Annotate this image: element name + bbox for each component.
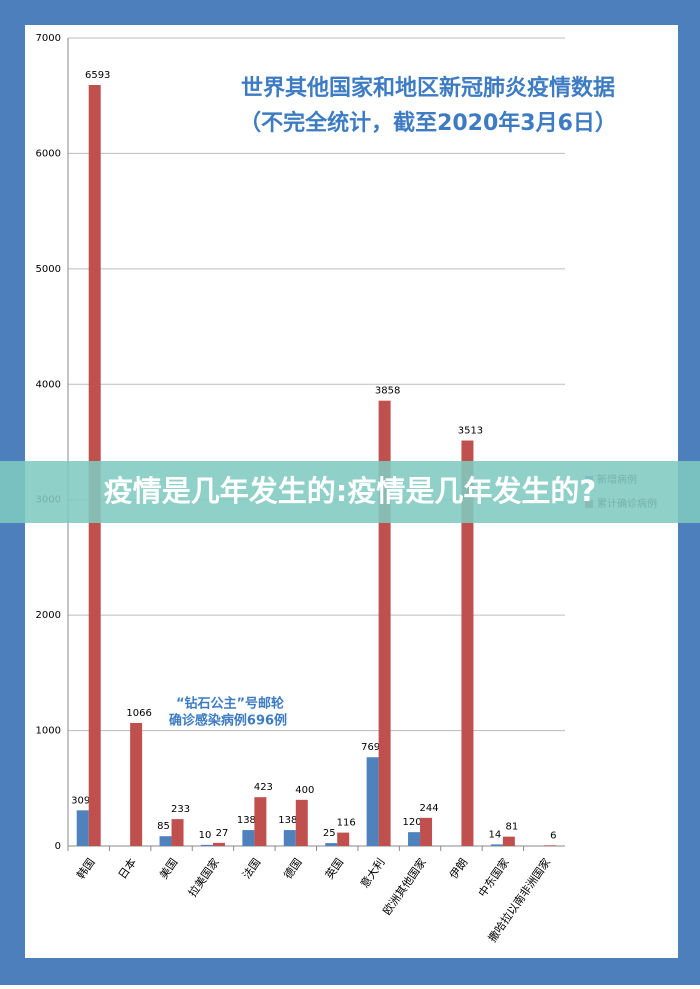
value-label: 233 [171, 804, 190, 815]
value-label: 116 [337, 818, 356, 829]
chart-subtitle: （不完全统计，截至2020年3月6日） [239, 110, 617, 136]
value-label: 85 [157, 821, 170, 832]
bar [254, 797, 267, 846]
y-tick-label: 1000 [36, 726, 61, 737]
banner-text: 疫情是几年发生的:疫情是几年发生的? [104, 474, 596, 508]
bar [461, 440, 474, 846]
value-label: 81 [506, 822, 519, 833]
bar [200, 844, 213, 846]
value-label: 6593 [85, 70, 110, 81]
value-label: 27 [216, 828, 229, 839]
value-label: 14 [489, 829, 502, 840]
bar [242, 830, 255, 846]
y-tick-label: 2000 [36, 610, 61, 621]
value-label: 423 [254, 782, 273, 793]
bar [283, 830, 296, 846]
banner-band [0, 461, 700, 523]
bar [171, 819, 184, 846]
value-label: 6 [550, 830, 556, 841]
value-label: 10 [199, 830, 212, 841]
bar [502, 836, 515, 846]
value-label: 400 [295, 785, 314, 796]
bar [490, 844, 503, 846]
chart-title: 世界其他国家和地区新冠肺炎疫情数据 [241, 75, 615, 101]
y-tick-label: 6000 [36, 148, 61, 159]
value-label: 309 [71, 795, 90, 806]
annotation: “钻石公主”号邮轮 [176, 696, 284, 712]
annotation: 确诊感染病例696例 [169, 713, 287, 729]
value-label: 244 [419, 803, 438, 814]
value-label: 1066 [126, 708, 151, 719]
bar [337, 832, 350, 846]
value-label: 138 [237, 815, 256, 826]
y-tick-label: 5000 [36, 264, 61, 275]
bar [159, 836, 172, 846]
y-tick-label: 0 [55, 841, 61, 852]
value-label: 3858 [375, 386, 400, 397]
value-label: 120 [402, 817, 421, 828]
bar [544, 845, 557, 846]
value-label: 3513 [458, 425, 483, 436]
value-label: 138 [278, 815, 297, 826]
bar [76, 810, 89, 846]
bar [408, 832, 421, 846]
bar [130, 722, 143, 846]
y-tick-label: 7000 [36, 33, 61, 44]
bar [420, 817, 433, 846]
bar [325, 843, 338, 846]
bar [366, 757, 379, 846]
value-label: 769 [361, 742, 380, 753]
bar [295, 799, 308, 846]
bar [212, 842, 225, 846]
value-label: 25 [323, 828, 336, 839]
y-tick-label: 4000 [36, 379, 61, 390]
